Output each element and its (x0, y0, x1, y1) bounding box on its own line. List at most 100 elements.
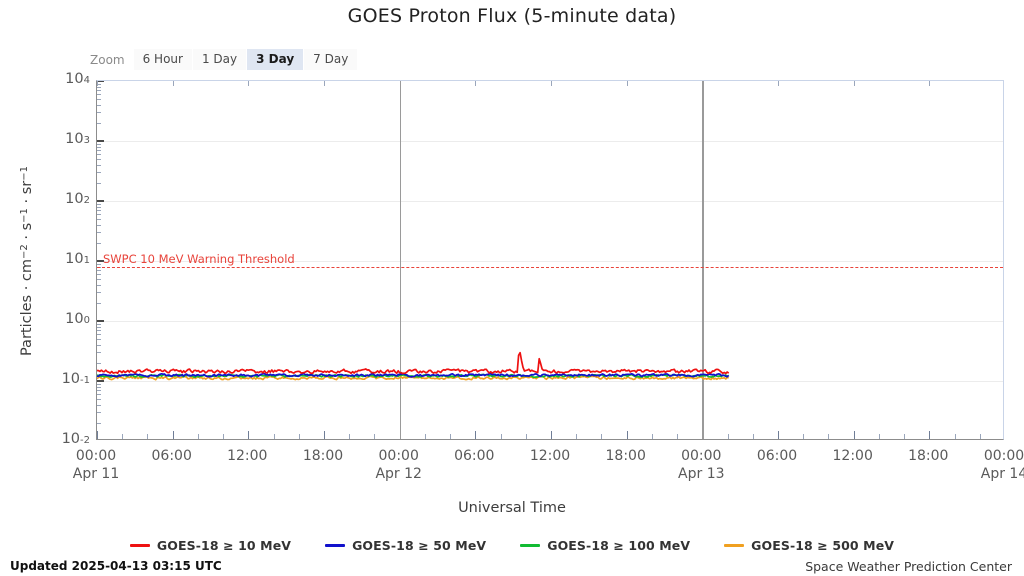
threshold-line (97, 267, 1003, 268)
y-axis-minor-tick (97, 206, 101, 208)
x-axis-minor-tick (223, 434, 225, 439)
zoom-option-1-day[interactable]: 1 Day (192, 49, 247, 70)
x-axis-minor-tick (450, 434, 452, 439)
y-axis-minor-tick (97, 150, 101, 152)
x-axis-tick-label: 06:00 (151, 448, 192, 464)
legend-color-swatch (129, 544, 150, 547)
y-axis-minor-tick (97, 284, 101, 286)
y-axis-tick (97, 200, 104, 202)
y-axis-tick-label: 100 (65, 311, 90, 327)
legend-item[interactable]: GOES-18 ≥ 100 MeV (520, 538, 690, 553)
gridline-horizontal (97, 381, 1003, 382)
y-axis-minor-tick (97, 159, 101, 161)
x-axis-tick (929, 431, 931, 439)
y-axis-minor-tick (97, 210, 101, 212)
x-axis-minor-tick (979, 434, 981, 439)
x-axis-title: Universal Time (458, 500, 566, 516)
x-axis-top-tick (551, 81, 552, 86)
y-axis-minor-tick (97, 334, 101, 336)
x-axis-tick (172, 431, 174, 439)
x-axis-day-label: Apr 14 (980, 466, 1024, 482)
y-axis-minor-tick (97, 323, 101, 325)
y-axis-tick (97, 320, 104, 322)
zoom-label: Zoom (90, 52, 125, 67)
y-axis-minor-tick (97, 390, 101, 392)
zoom-option-6-hour[interactable]: 6 Hour (133, 49, 192, 70)
x-axis-minor-tick (147, 434, 149, 439)
y-axis-tick-label: 102 (65, 191, 90, 207)
plot-area[interactable]: SWPC 10 MeV Warning Threshold (96, 80, 1004, 440)
x-axis-minor-tick (525, 434, 527, 439)
y-axis-minor-tick (97, 383, 101, 385)
y-axis-tick-label: 101 (65, 251, 90, 267)
legend-label: GOES-18 ≥ 50 MeV (352, 538, 487, 553)
y-axis-minor-tick (97, 404, 101, 406)
y-axis-minor-tick (97, 224, 101, 226)
x-axis-minor-tick (424, 434, 426, 439)
series-line (97, 351, 730, 375)
zoom-range-selector: Zoom 6 Hour 1 Day 3 Day 7 Day (90, 49, 358, 70)
x-axis-minor-tick (651, 434, 653, 439)
x-axis-tick (626, 431, 628, 439)
y-axis-minor-tick (97, 182, 101, 184)
y-axis-minor-tick (97, 172, 101, 174)
y-axis-tick-label: 10-2 (61, 431, 90, 447)
source-attribution: Space Weather Prediction Center (805, 559, 1012, 574)
x-axis-tick-label: 00:00 Apr 11 (72, 448, 120, 482)
y-axis-minor-tick (97, 86, 101, 88)
x-axis-minor-tick (878, 434, 880, 439)
gridline-horizontal (97, 261, 1003, 262)
y-axis-title: Particles · cm−2 · s−1 · sr−1 (18, 165, 36, 357)
chart-legend: GOES-18 ≥ 10 MeV GOES-18 ≥ 50 MeV GOES-18 … (0, 538, 1024, 553)
legend-label: GOES-18 ≥ 500 MeV (751, 538, 895, 553)
x-axis-day-label: Apr 13 (678, 466, 725, 482)
x-axis-day-label: Apr 11 (72, 466, 120, 482)
zoom-option-3-day[interactable]: 3 Day (247, 49, 304, 70)
y-axis-minor-tick (97, 112, 101, 114)
legend-item[interactable]: GOES-18 ≥ 500 MeV (724, 538, 894, 553)
legend-item[interactable]: GOES-18 ≥ 50 MeV (325, 538, 486, 553)
x-axis-day-label: Apr 12 (375, 466, 422, 482)
legend-label: GOES-18 ≥ 10 MeV (156, 538, 292, 553)
y-axis-minor-tick (97, 154, 101, 156)
x-axis-minor-tick (273, 434, 275, 439)
y-axis-minor-tick (97, 270, 101, 272)
x-axis-top-tick (853, 81, 855, 86)
y-axis-minor-tick (97, 412, 101, 414)
y-axis-minor-tick (97, 219, 101, 221)
y-axis-minor-tick (97, 386, 101, 388)
x-axis-top-tick (248, 81, 250, 86)
x-axis-tick-label: 00:00 Apr 13 (678, 448, 725, 482)
y-axis-minor-tick (97, 263, 101, 265)
y-axis-minor-tick (97, 422, 101, 424)
y-axis-minor-tick (97, 104, 101, 106)
x-axis-tick (324, 431, 326, 439)
y-axis-minor-tick (97, 143, 101, 145)
y-axis-minor-tick (97, 274, 101, 276)
x-axis-top-tick (778, 81, 779, 86)
y-axis-minor-tick (97, 99, 101, 101)
x-axis-tick-label: 12:00 (832, 448, 873, 464)
x-axis-minor-tick (122, 434, 124, 439)
page-title: GOES Proton Flux (5-minute data) (347, 5, 677, 27)
y-axis-minor-tick (97, 242, 101, 244)
gridline-horizontal (97, 321, 1003, 322)
x-axis-minor-tick (197, 434, 199, 439)
gridline-horizontal (97, 201, 1003, 202)
x-axis-minor-tick (601, 434, 603, 439)
day-boundary-line (399, 81, 402, 439)
x-axis-minor-tick (904, 434, 906, 439)
legend-item[interactable]: GOES-18 ≥ 10 MeV (129, 538, 292, 553)
y-axis-minor-tick (97, 90, 101, 92)
updated-timestamp: Updated 2025-04-13 03:15 UTC (10, 559, 222, 573)
x-axis-top-tick (626, 81, 628, 86)
y-axis-minor-tick (97, 83, 101, 85)
y-axis-minor-tick (97, 302, 101, 304)
x-axis-minor-tick (500, 434, 502, 439)
legend-color-swatch (520, 544, 541, 547)
zoom-option-7-day[interactable]: 7 Day (304, 49, 358, 70)
y-axis-tick-label: 103 (65, 131, 90, 147)
x-axis-tick (853, 431, 855, 439)
x-axis-top-tick (97, 81, 98, 86)
